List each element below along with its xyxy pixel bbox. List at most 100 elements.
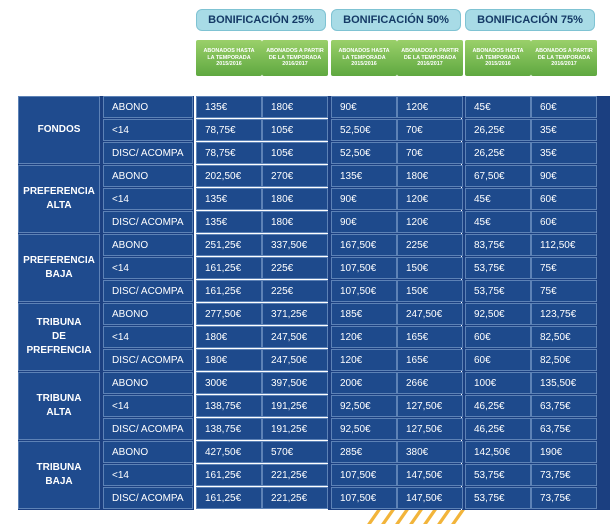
row-label: <14 [103,326,193,348]
subheader-line: ABONADOS HASTA [472,48,524,55]
subheader-from-2016: ABONADOS A PARTIR DE LA TEMPORADA 2016/201… [531,40,597,76]
price-cell: 180€ [262,188,328,210]
subheader-line: ABONADOS A PARTIR [266,48,324,55]
price-cell: 190€ [531,441,597,463]
price-cell: 221,25€ [262,487,328,509]
price-cell: 105€ [262,142,328,164]
price-cell: 52,50€ [331,142,397,164]
category-title-line: ALTA [46,200,72,211]
price-cell: 371,25€ [262,303,328,325]
row-label: ABONO [103,234,193,256]
price-cell: 120€ [331,326,397,348]
price-cell: 82,50€ [531,349,597,371]
price-cell: 46,25€ [465,418,531,440]
subheader-line: ABONADOS A PARTIR [535,48,593,55]
subheader-line: ABONADOS A PARTIR [401,48,459,55]
price-cell: 78,75€ [196,119,262,141]
price-cell: 90€ [531,165,597,187]
price-cell: 135€ [196,96,262,118]
price-cell: 161,25€ [196,257,262,279]
subheader-from-2016: ABONADOS A PARTIR DE LA TEMPORADA 2016/201… [397,40,463,76]
decorative-stripe [381,510,395,524]
row-label: ABONO [103,96,193,118]
price-cell: 120€ [397,96,463,118]
price-cell: 92,50€ [465,303,531,325]
price-cell: 135€ [331,165,397,187]
price-cell: 73,75€ [531,487,597,509]
price-cell: 135,50€ [531,372,597,394]
category-title-line: FONDOS [37,124,81,135]
row-label: <14 [103,464,193,486]
price-cell: 202,50€ [196,165,262,187]
price-cell: 247,50€ [262,349,328,371]
subheader-line: DE LA TEMPORADA [537,54,591,61]
row-label: DISC/ ACOMPA [103,418,193,440]
row-label: <14 [103,257,193,279]
price-cell: 107,50€ [331,280,397,302]
price-cell: 53,75€ [465,464,531,486]
price-cell: 200€ [331,372,397,394]
price-cell: 225€ [397,234,463,256]
price-cell: 180€ [262,211,328,233]
price-cell: 161,25€ [196,464,262,486]
subheader-line: LA TEMPORADA [476,54,520,61]
price-cell: 107,50€ [331,464,397,486]
price-cell: 161,25€ [196,280,262,302]
row-label: <14 [103,188,193,210]
price-cell: 135€ [196,211,262,233]
price-cell: 161,25€ [196,487,262,509]
price-cell: 221,25€ [262,464,328,486]
price-cell: 225€ [262,257,328,279]
category-title-line: ALTA [46,407,72,418]
price-cell: 107,50€ [331,257,397,279]
price-cell: 112,50€ [531,234,597,256]
price-cell: 35€ [531,119,597,141]
subheader-line: ABONADOS HASTA [338,48,390,55]
category-label: PREFERENCIA ALTA [18,165,100,233]
price-cell: 60€ [531,188,597,210]
subheader-line: DE LA TEMPORADA [403,54,457,61]
subheader-until-2015: ABONADOS HASTA LA TEMPORADA 2015/2016 [331,40,397,76]
row-label: <14 [103,119,193,141]
price-cell: 150€ [397,280,463,302]
subheader-line: 2015/2016 [351,61,377,68]
price-cell: 53,75€ [465,257,531,279]
price-cell: 191,25€ [262,418,328,440]
row-label: DISC/ ACOMPA [103,349,193,371]
category-label: PREFERENCIA BAJA [18,234,100,302]
row-label: ABONO [103,372,193,394]
subheader-line: DE LA TEMPORADA [268,54,322,61]
price-cell: 138,75€ [196,395,262,417]
price-cell: 185€ [331,303,397,325]
price-cell: 147,50€ [397,464,463,486]
price-cell: 90€ [331,211,397,233]
price-cell: 123,75€ [531,303,597,325]
price-cell: 35€ [531,142,597,164]
subheader-line: 2016/2017 [282,61,308,68]
price-cell: 277,50€ [196,303,262,325]
category-title-line: TRIBUNA [36,317,82,328]
bonus-group-header: BONIFICACIÓN 75% [465,9,595,31]
price-cell: 270€ [262,165,328,187]
price-cell: 180€ [196,349,262,371]
subheader-line: 2015/2016 [485,61,511,68]
price-cell: 570€ [262,441,328,463]
bonus-group-header: BONIFICACIÓN 25% [196,9,326,31]
price-cell: 120€ [397,188,463,210]
category-title-line: PREFERENCIA [23,186,95,197]
price-cell: 427,50€ [196,441,262,463]
price-cell: 127,50€ [397,395,463,417]
category-label: TRIBUNA ALTA [18,372,100,440]
price-cell: 180€ [397,165,463,187]
subheader-line: 2015/2016 [216,61,242,68]
price-cell: 92,50€ [331,395,397,417]
price-cell: 105€ [262,119,328,141]
category-title-line: BAJA [45,269,73,280]
price-cell: 285€ [331,441,397,463]
category-label: TRIBUNA DE PREFRENCIA [18,303,100,371]
price-cell: 165€ [397,349,463,371]
price-cell: 53,75€ [465,280,531,302]
price-cell: 45€ [465,211,531,233]
category-title-line: TRIBUNA [36,462,82,473]
category-title-line: PREFERENCIA [23,255,95,266]
